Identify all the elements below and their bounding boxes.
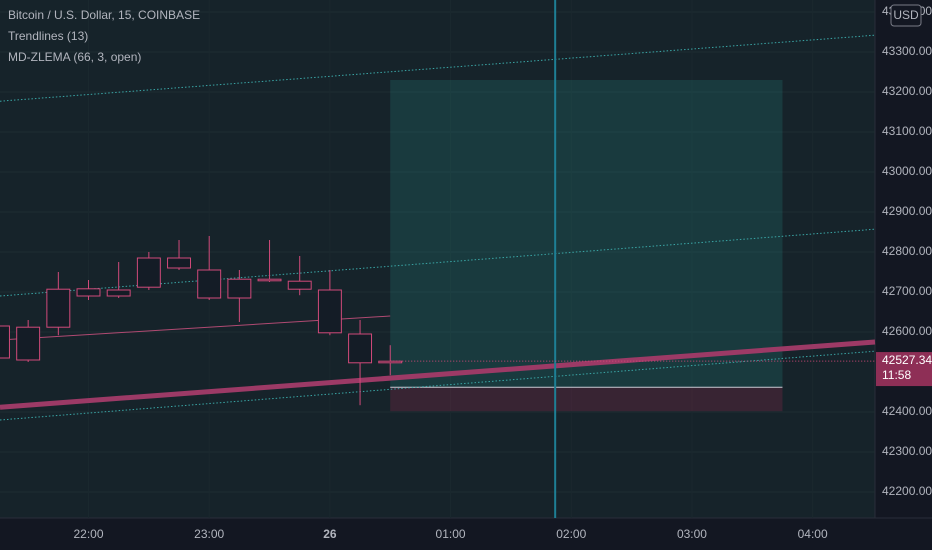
candle-body (76, 288, 101, 297)
y-tick-label: 42900.00 (882, 204, 932, 218)
x-tick-label: 04:00 (798, 527, 828, 541)
candle-body (287, 280, 312, 290)
y-tick-label: 43200.00 (882, 84, 932, 98)
x-tick-label: 22:00 (73, 527, 103, 541)
last-price-label: 42527.34 (882, 353, 932, 367)
legend-symbol: Bitcoin / U.S. Dollar, 15, COINBASE (8, 8, 200, 22)
trendline (0, 350, 876, 421)
trendline (0, 228, 876, 297)
x-tick-label: 23:00 (194, 527, 224, 541)
legend-trendlines: Trendlines (13) (8, 29, 88, 43)
candle-body (317, 289, 342, 334)
candle-body (348, 333, 373, 364)
candle-body (106, 289, 131, 297)
candle-body (16, 326, 41, 361)
y-tick-label: 42200.00 (882, 484, 932, 498)
trendline (0, 34, 876, 102)
y-tick-label: 42800.00 (882, 244, 932, 258)
y-tick-label: 43100.00 (882, 124, 932, 138)
trendline (0, 339, 876, 410)
x-tick-label: 26 (323, 527, 337, 541)
x-tick-label: 03:00 (677, 527, 707, 541)
y-tick-label: 42700.00 (882, 284, 932, 298)
y-tick-label: 42300.00 (882, 444, 932, 458)
candle-body (167, 257, 191, 269)
candle-body (46, 288, 71, 328)
x-tick-label: 01:00 (436, 527, 466, 541)
candle-body (136, 257, 161, 288)
candle-body (227, 278, 252, 299)
y-tick-label: 42600.00 (882, 324, 932, 338)
y-tick-label: 43300.00 (882, 44, 932, 58)
candle-body (197, 269, 222, 299)
candle-body (0, 325, 10, 359)
position-loss-zone (390, 387, 783, 412)
last-price-box (876, 352, 932, 387)
y-tick-label: 42400.00 (882, 404, 932, 418)
currency-button[interactable] (890, 4, 922, 27)
legend-indicator: MD-ZLEMA (66, 3, open) (8, 50, 141, 64)
candle-body (257, 278, 282, 282)
y-tick-label: 43000.00 (882, 164, 932, 178)
countdown-label: 11:58 (882, 368, 911, 382)
position-profit-zone (390, 80, 783, 388)
currency-label[interactable]: USD (893, 8, 919, 22)
x-tick-label: 02:00 (556, 527, 586, 541)
